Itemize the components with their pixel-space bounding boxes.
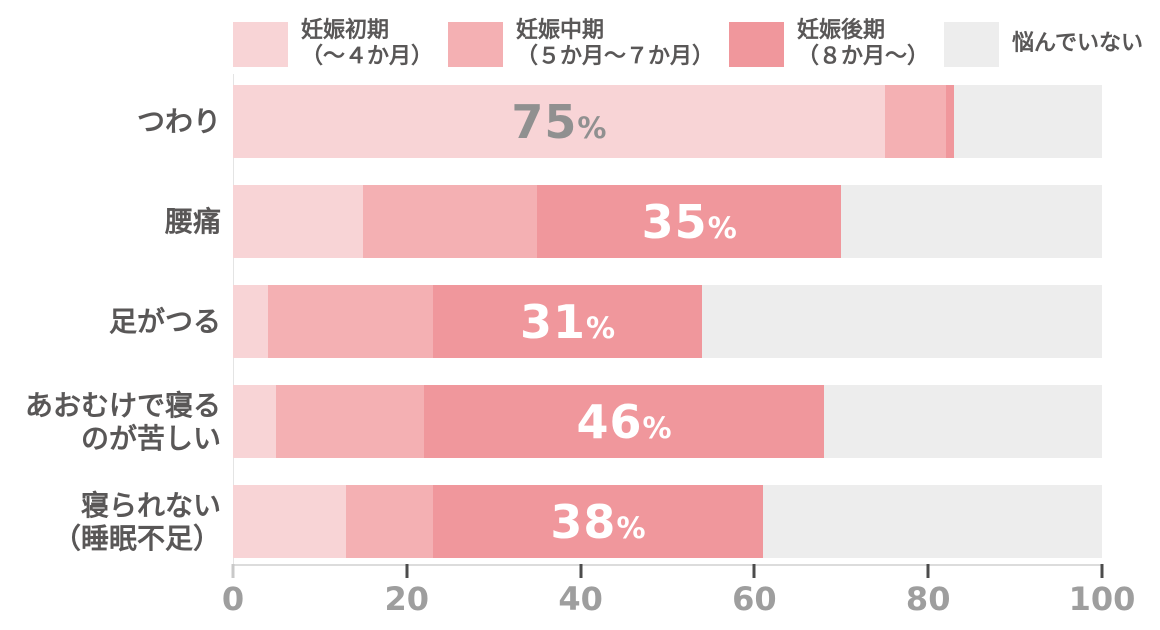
legend: 妊娠初期 （～４か月） 妊娠中期 （５か月～７か月） 妊娠後期 （８か月～） 悩んでい… xyxy=(233,18,1143,70)
category-label: つわり xyxy=(0,85,233,158)
bar-track: 38% xyxy=(233,485,1102,558)
bar-value-number: 75 xyxy=(511,94,578,149)
bar-segment-series-2 xyxy=(537,185,842,258)
category-label-line: 寝られない xyxy=(80,488,221,522)
legend-item-2: 妊娠後期 （８か月～） xyxy=(729,18,929,70)
bar-segment-series-3 xyxy=(841,185,1102,258)
x-tick-label: 80 xyxy=(905,580,951,618)
percent-sign: % xyxy=(707,210,737,245)
category-label: 腰痛 xyxy=(0,185,233,258)
percent-sign: % xyxy=(577,110,607,145)
percent-sign: % xyxy=(586,310,616,345)
bar-value-label: 35% xyxy=(642,199,737,245)
x-tick-label: 0 xyxy=(221,580,245,618)
bar-row: つわり 75% xyxy=(0,85,1160,158)
legend-swatch-icon xyxy=(448,21,504,67)
bar-segment-series-2 xyxy=(432,285,703,358)
bar-segment-series-1 xyxy=(363,185,538,258)
category-label-line: あおむけで寝る xyxy=(24,388,221,422)
x-tick-label: 40 xyxy=(558,580,603,618)
x-tick-label: 20 xyxy=(384,580,430,618)
bar-segment-series-0 xyxy=(233,185,364,258)
x-axis-line xyxy=(233,564,1102,566)
category-label-line: 腰痛 xyxy=(164,205,221,238)
legend-label: 悩んでいない xyxy=(1012,31,1143,56)
bar-track: 31% xyxy=(233,285,1102,358)
category-label: 寝られない （睡眠不足） xyxy=(0,485,233,558)
x-tick-mark xyxy=(405,564,409,578)
bar-segment-series-3 xyxy=(823,385,1102,458)
bar-rows: つわり 75% 腰痛 35% 足がつる 31% あおむけで寝る のが苦しい 46% 寝られない （睡… xyxy=(0,85,1160,585)
category-label-line: 足がつる xyxy=(108,305,221,338)
bar-value-number: 35 xyxy=(641,194,708,249)
x-tick-label: 60 xyxy=(732,580,777,618)
bar-value-number: 38 xyxy=(550,494,617,549)
bar-segment-series-2 xyxy=(432,485,764,558)
bar-value-label: 38% xyxy=(550,499,645,545)
x-tick-mark xyxy=(231,564,235,578)
bar-segment-series-0 xyxy=(233,485,346,558)
bar-value-label: 46% xyxy=(577,399,672,445)
bar-row: 腰痛 35% xyxy=(0,185,1160,258)
bar-row: 寝られない （睡眠不足） 38% xyxy=(0,485,1160,558)
x-tick-mark xyxy=(579,564,583,578)
category-label: あおむけで寝る のが苦しい xyxy=(0,385,233,458)
legend-item-1: 妊娠中期 （５か月～７か月） xyxy=(448,18,714,70)
legend-item-0: 妊娠初期 （～４か月） xyxy=(233,18,433,70)
bar-segment-series-1 xyxy=(276,385,425,458)
bar-segment-series-3 xyxy=(763,485,1102,558)
bar-value-label: 31% xyxy=(520,299,615,345)
bar-segment-series-3 xyxy=(702,285,1102,358)
bar-segment-series-0 xyxy=(233,385,277,458)
bar-value-label: 75% xyxy=(511,99,606,145)
bar-segment-series-2 xyxy=(945,85,955,158)
x-axis: 0 20 40 60 80 100 xyxy=(222,564,1135,624)
legend-label: 妊娠初期 （～４か月） xyxy=(301,18,434,69)
legend-swatch-icon xyxy=(944,21,1000,67)
bar-track: 46% xyxy=(233,385,1102,458)
bar-value-number: 31 xyxy=(520,294,587,349)
category-label-line: （睡眠不足） xyxy=(52,521,221,555)
bar-track: 35% xyxy=(233,185,1102,258)
percent-sign: % xyxy=(642,410,672,445)
bar-segment-series-1 xyxy=(267,285,433,358)
legend-label: 妊娠後期 （８か月～） xyxy=(797,18,930,69)
bar-track: 75% xyxy=(233,85,1102,158)
bar-value-number: 46 xyxy=(576,394,643,449)
bar-segment-series-2 xyxy=(424,385,824,458)
category-label-line: のが苦しい xyxy=(80,421,221,455)
legend-item-3: 悩んでいない xyxy=(944,21,1143,67)
category-label: 足がつる xyxy=(0,285,233,358)
legend-swatch-icon xyxy=(729,21,785,67)
category-label-line: つわり xyxy=(136,105,221,138)
legend-swatch-icon xyxy=(233,21,288,67)
bar-segment-series-1 xyxy=(884,85,946,158)
bar-row: 足がつる 31% xyxy=(0,285,1160,358)
bar-segment-series-0 xyxy=(233,285,268,358)
x-tick-mark xyxy=(1100,564,1104,578)
bar-segment-series-0 xyxy=(233,85,885,158)
legend-label: 妊娠中期 （５か月～７か月） xyxy=(516,18,715,69)
x-tick-mark xyxy=(752,564,756,578)
bar-segment-series-3 xyxy=(954,85,1102,158)
percent-sign: % xyxy=(616,510,646,545)
bar-row: あおむけで寝る のが苦しい 46% xyxy=(0,385,1160,458)
bar-segment-series-1 xyxy=(345,485,433,558)
x-tick-mark xyxy=(926,564,930,578)
x-tick-label: 100 xyxy=(1068,580,1136,618)
